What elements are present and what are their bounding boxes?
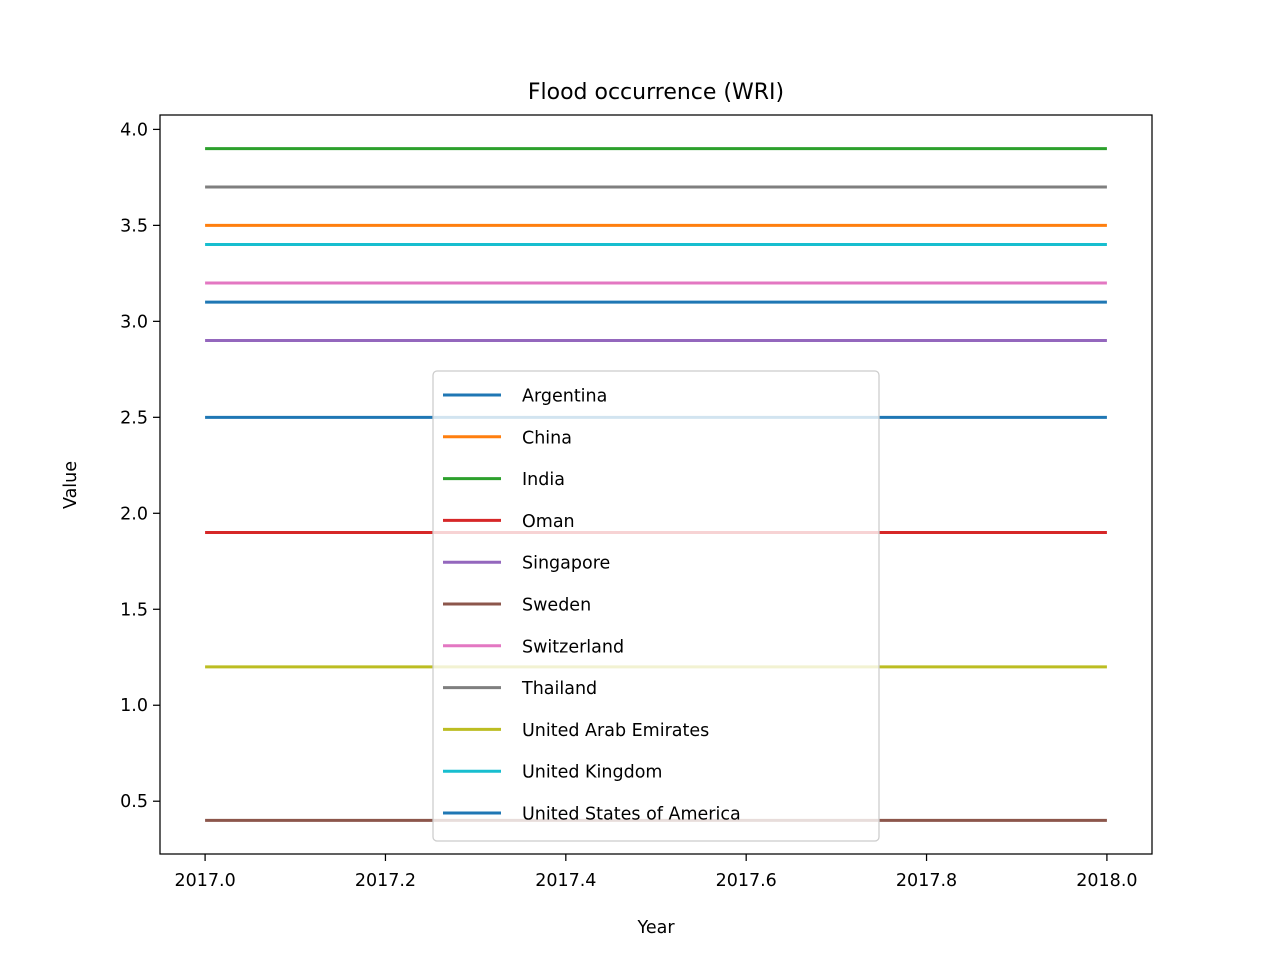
legend-label-9: United Kingdom <box>522 763 662 783</box>
x-tick-label: 2017.2 <box>355 871 416 891</box>
legend-label-5: Sweden <box>522 596 591 616</box>
x-axis-label: Year <box>636 918 675 938</box>
y-tick-label: 3.0 <box>120 312 148 332</box>
legend-label-1: China <box>522 428 572 448</box>
legend-label-10: United States of America <box>522 805 741 825</box>
x-tick-label: 2017.6 <box>716 871 777 891</box>
legend-label-2: India <box>522 470 565 490</box>
plot-frame <box>159 114 1153 855</box>
y-tick-label: 2.0 <box>120 504 148 524</box>
y-axis-ticks: 0.5 1.0 1.5 2.0 2.5 3.0 3.5 4.0 <box>120 120 160 812</box>
legend-label-7: Thailand <box>521 679 597 699</box>
legend: Argentina China India Oman Singapore Sweden Sw… <box>432 370 880 842</box>
x-tick-label: 2017.4 <box>535 871 596 891</box>
y-tick-label: 0.5 <box>120 792 148 812</box>
x-tick-label: 2018.0 <box>1076 871 1137 891</box>
legend-label-8: United Arab Emirates <box>522 721 709 741</box>
legend-label-3: Oman <box>522 512 575 532</box>
series-layer <box>205 147 1107 822</box>
y-tick-label: 4.0 <box>120 120 148 140</box>
chart-title: Flood occurrence (WRI) <box>528 80 784 105</box>
legend-label-4: Singapore <box>522 554 610 574</box>
y-tick-label: 1.0 <box>120 696 148 716</box>
y-tick-label: 2.5 <box>120 408 148 428</box>
y-tick-label: 3.5 <box>120 216 148 236</box>
x-axis-ticks: 2017.0 2017.2 2017.4 2017.6 2017.8 2018.0 <box>174 854 1138 891</box>
legend-label-0: Argentina <box>522 387 607 407</box>
x-tick-label: 2017.8 <box>896 871 957 891</box>
y-axis-label: Value <box>61 461 81 509</box>
legend-box <box>432 370 880 842</box>
y-tick-label: 1.5 <box>120 600 148 620</box>
x-tick-label: 2017.0 <box>174 871 235 891</box>
legend-label-6: Switzerland <box>522 637 624 657</box>
